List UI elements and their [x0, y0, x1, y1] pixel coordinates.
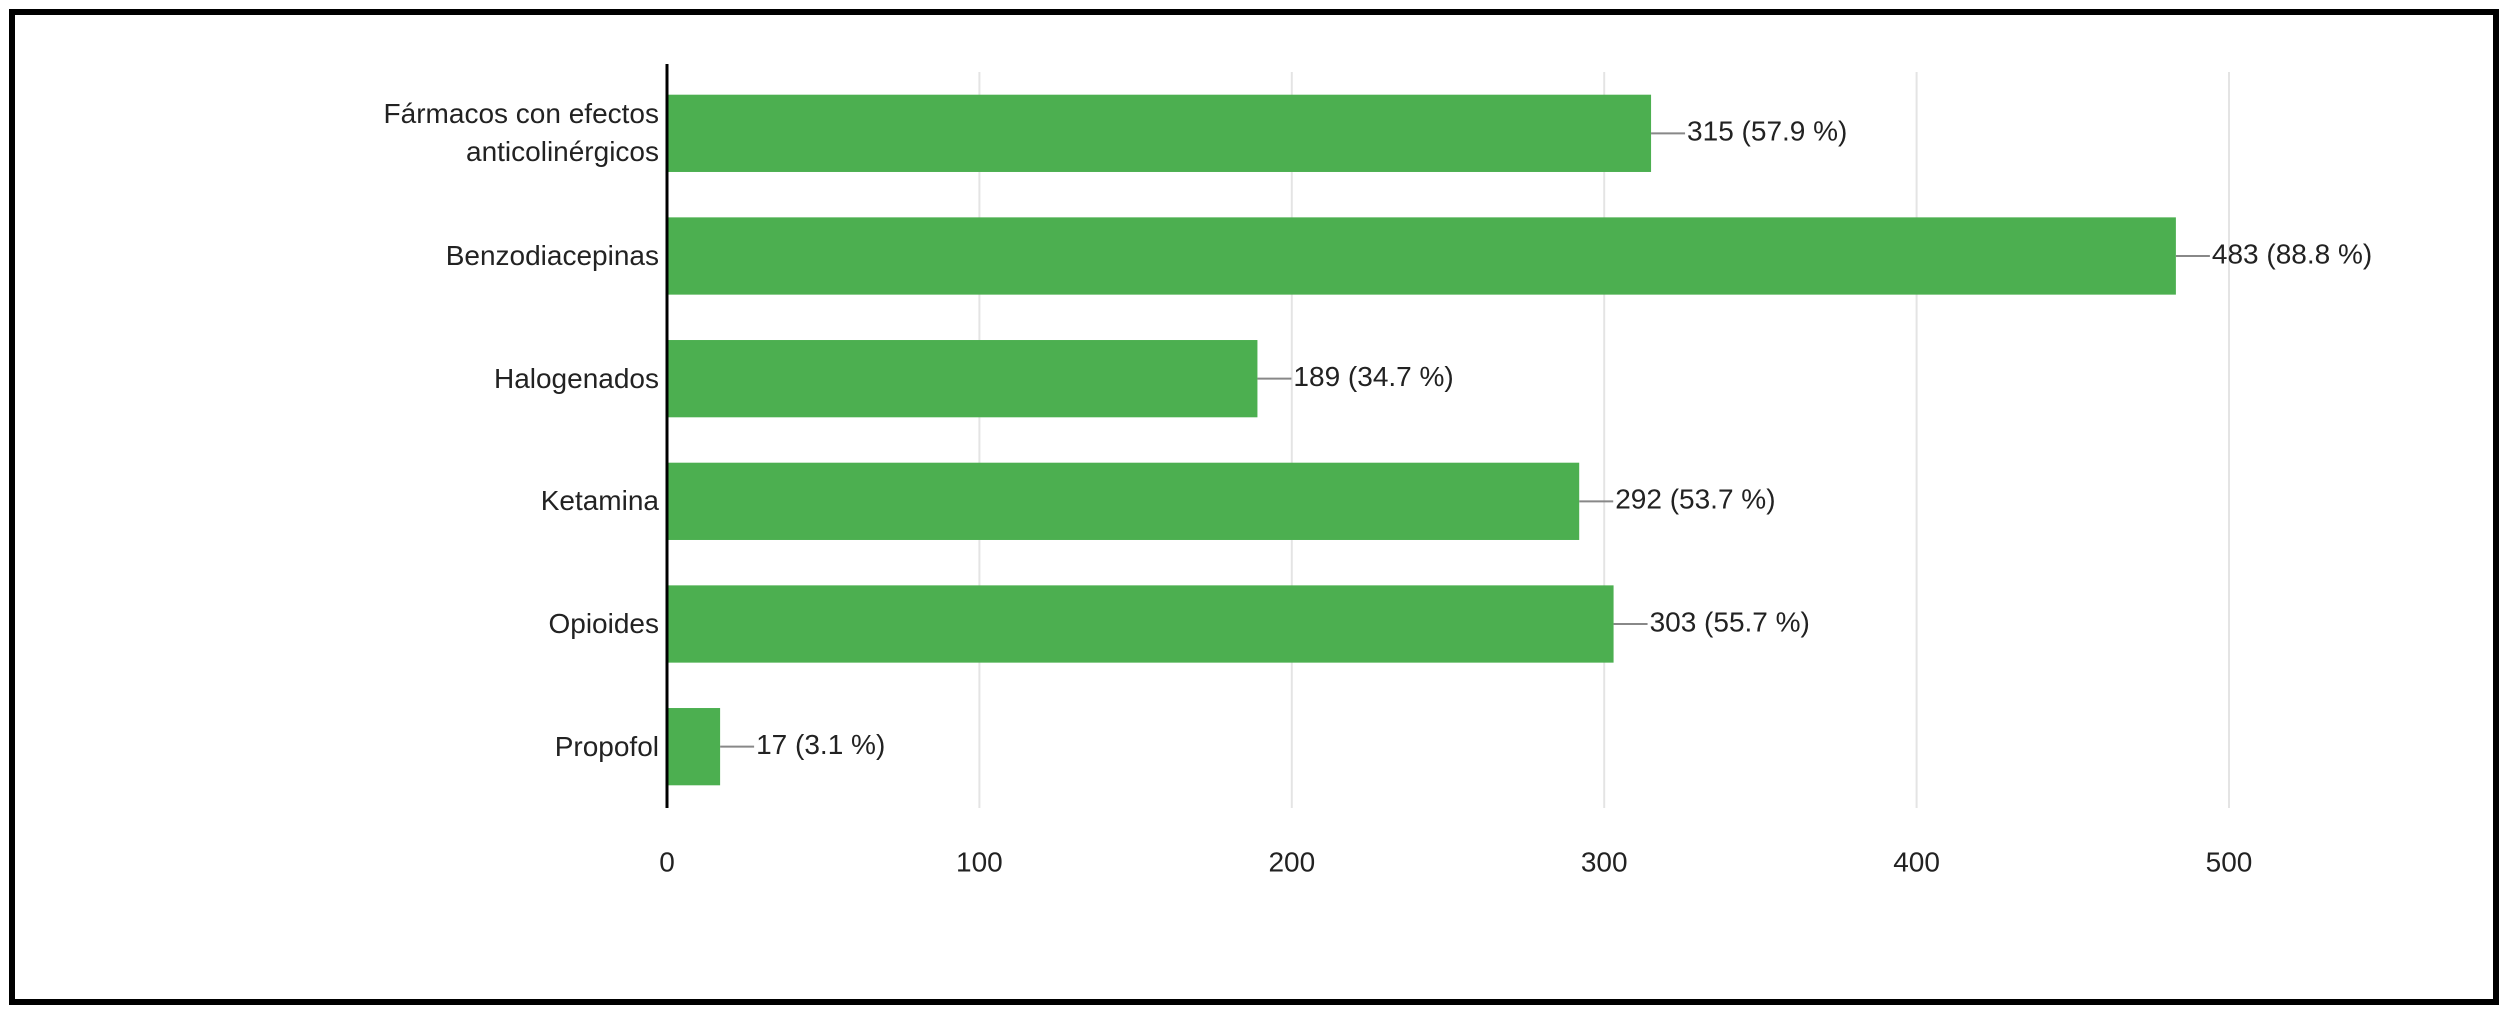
bar: [667, 462, 1580, 540]
value-label: 315 (57.9 %): [1687, 116, 1847, 147]
y-tick-label: Opioides: [548, 608, 659, 639]
y-tick-label: Benzodiacepinas: [445, 240, 659, 271]
y-tick-label: Ketamina: [540, 485, 659, 517]
y-tick-label: Halogenados: [493, 362, 659, 394]
value-label: 17 (3.1 %): [756, 729, 885, 760]
bar: [667, 708, 721, 786]
bar: [667, 585, 1614, 663]
x-tick-label: 0: [659, 846, 675, 877]
x-tick-label: 500: [2206, 846, 2253, 877]
frame: [9, 9, 2499, 1005]
value-label: 189 (34.7 %): [1293, 361, 1453, 392]
x-tick-label: 200: [1268, 846, 1315, 877]
bar: [667, 217, 2176, 295]
bar: [667, 94, 1652, 172]
x-tick-label: 300: [1581, 846, 1628, 877]
y-tick-label: Propofol: [554, 730, 659, 762]
value-label: 483 (88.8 %): [2212, 238, 2372, 269]
y-tick-label: Fármacos con efectos anticolinérgicos: [383, 98, 659, 168]
value-label: 303 (55.7 %): [1650, 606, 1810, 637]
x-tick-label: 400: [1893, 846, 1940, 877]
value-label: 292 (53.7 %): [1615, 484, 1775, 515]
bar: [667, 340, 1258, 418]
x-tick-label: 100: [956, 846, 1003, 877]
